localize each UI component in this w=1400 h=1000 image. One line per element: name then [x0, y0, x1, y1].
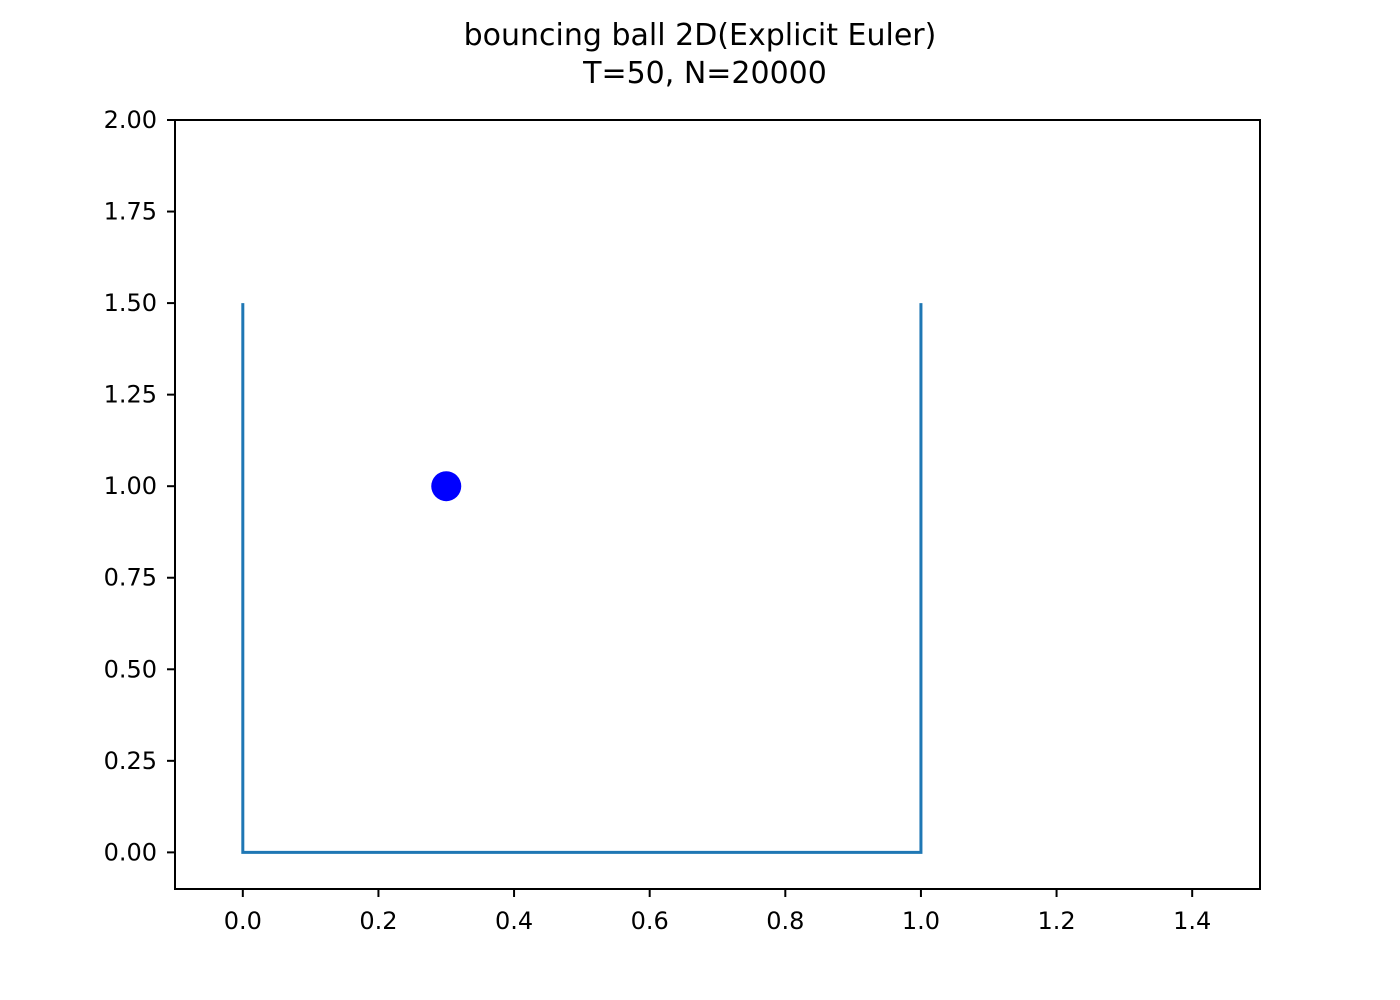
y-axis: 0.00 0.25 0.50 0.75 1.00 1.25 1.50 1.75 2.00: [104, 106, 175, 866]
container-walls-line: [241, 303, 923, 854]
y-tick-label: 0.00: [104, 838, 157, 866]
ball-marker: [431, 471, 462, 502]
axes-frame: [174, 119, 1261, 890]
axes-background: [175, 120, 1260, 889]
x-tick-label: 0.4: [495, 907, 533, 935]
y-tick-label: 0.25: [104, 747, 157, 775]
x-tick-label: 0.8: [766, 907, 804, 935]
y-tick-label: 1.25: [104, 381, 157, 409]
x-tick-label: 0.6: [631, 907, 669, 935]
y-tick-label: 1.50: [104, 289, 157, 317]
x-tick-label: 0.0: [224, 907, 262, 935]
x-tick-label: 1.0: [902, 907, 940, 935]
chart-subtitle: T=50, N=20000: [582, 56, 827, 91]
x-axis: 0.0 0.2 0.4 0.6 0.8 1.0 1.2 1.4: [224, 889, 1211, 935]
y-tick-label: 2.00: [104, 106, 157, 134]
x-tick-label: 1.2: [1037, 907, 1075, 935]
y-tick-label: 0.75: [104, 564, 157, 592]
x-tick-label: 0.2: [359, 907, 397, 935]
y-tick-label: 1.00: [104, 472, 157, 500]
chart-title: bouncing ball 2D(Explicit Euler): [464, 18, 937, 53]
series-layer: [241, 303, 923, 854]
plot-area: [175, 120, 1260, 889]
x-tick-label: 1.4: [1173, 907, 1211, 935]
y-tick-label: 0.50: [104, 655, 157, 683]
y-tick-label: 1.75: [104, 198, 157, 226]
